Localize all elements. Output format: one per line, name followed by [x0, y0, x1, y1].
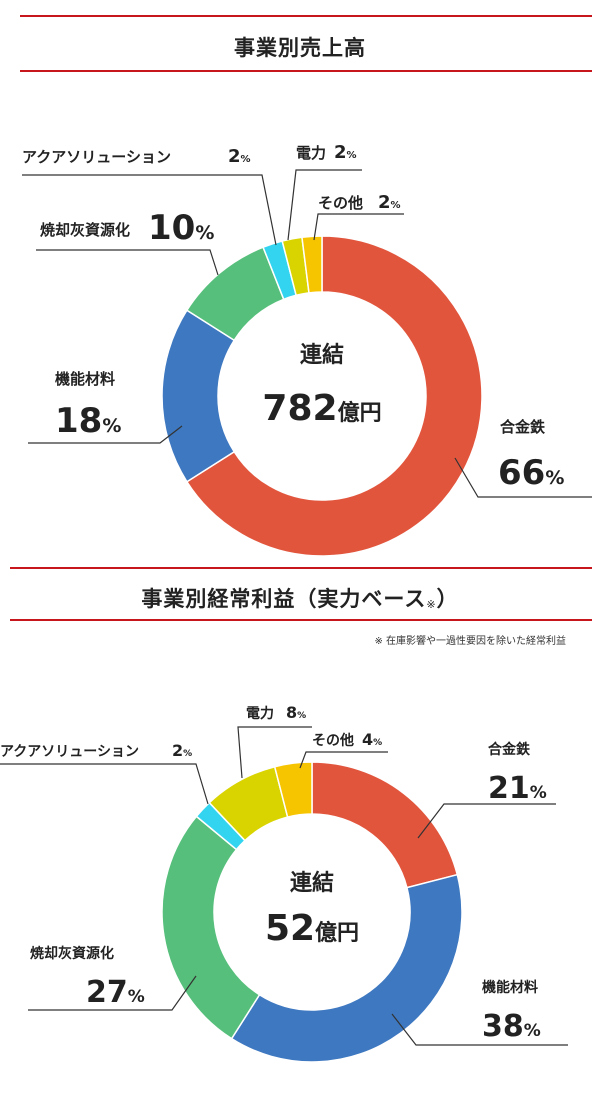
- profit-footnote: ※ 在庫影響や一過性要因を除いた経常利益: [374, 636, 566, 647]
- bottom-rule-1: [20, 70, 592, 72]
- leader-line-4: [237, 726, 312, 779]
- top-rule-1: [20, 15, 592, 17]
- percent-label-4: 8%: [286, 703, 306, 722]
- leader-line-0: [454, 457, 592, 498]
- leader-line-2: [28, 975, 197, 1011]
- category-label-5: その他: [312, 732, 354, 749]
- percent-label-2: 10%: [148, 208, 214, 248]
- category-label-2: 焼却灰資源化: [30, 945, 114, 962]
- category-label-4: 電力: [246, 705, 274, 722]
- donut-slice-2: [161, 815, 261, 1040]
- donut-slices: [161, 761, 463, 1063]
- percent-label-1: 38%: [482, 1009, 541, 1044]
- leader-line-3: [0, 763, 209, 805]
- leader-line-0: [417, 803, 556, 839]
- percent-label-3: 2%: [228, 146, 251, 167]
- category-label-0: 合金鉄: [499, 418, 545, 436]
- donut-slices: [161, 235, 483, 557]
- profit-title-main: 事業別経常利益（実力ベース: [141, 587, 427, 611]
- leader-line-1: [391, 1013, 568, 1046]
- category-label-3: アクアソリューション: [0, 744, 139, 760]
- profit-title: 事業別経常利益（実力ベース※）: [0, 583, 600, 613]
- category-label-3: アクアソリューション: [22, 148, 171, 166]
- percent-label-5: 2%: [378, 192, 401, 213]
- percent-label-5: 4%: [362, 730, 382, 749]
- percent-label-0: 21%: [488, 771, 547, 806]
- center-value: 52億円: [265, 908, 359, 949]
- profit-title-note-mark: ※: [426, 598, 437, 611]
- leader-line-3: [22, 174, 277, 246]
- category-label-5: その他: [318, 194, 363, 212]
- center-label: 連結: [290, 870, 334, 896]
- leader-line-4: [287, 169, 362, 241]
- percent-label-2: 27%: [86, 975, 145, 1010]
- bottom-rule-2: [10, 619, 592, 621]
- leader-line-2: [36, 249, 219, 276]
- donut-slice-5: [301, 235, 323, 294]
- center-label: 連結: [300, 342, 344, 368]
- profit-title-close: ）: [436, 587, 459, 611]
- percent-label-1: 18%: [55, 401, 121, 441]
- category-label-1: 機能材料: [482, 979, 538, 996]
- sales-title: 事業別売上高: [234, 36, 366, 60]
- top-rule-2: [10, 567, 592, 569]
- leader-line-5: [299, 751, 388, 769]
- leader-line-1: [28, 425, 183, 444]
- donut-slice-0: [185, 235, 483, 557]
- donut-slice-1: [230, 873, 463, 1063]
- category-label-0: 合金鉄: [488, 741, 531, 758]
- donut-slice-0: [311, 761, 459, 889]
- percent-label-3: 2%: [172, 741, 192, 760]
- category-label-2: 焼却灰資源化: [40, 221, 130, 239]
- category-label-1: 機能材料: [55, 370, 115, 388]
- percent-label-0: 66%: [498, 453, 564, 493]
- category-label-4: 電力: [296, 144, 326, 162]
- donut-slice-5: [273, 761, 313, 818]
- percent-label-4: 2%: [334, 142, 357, 163]
- center-value: 782億円: [262, 388, 381, 429]
- leader-line-5: [313, 213, 404, 241]
